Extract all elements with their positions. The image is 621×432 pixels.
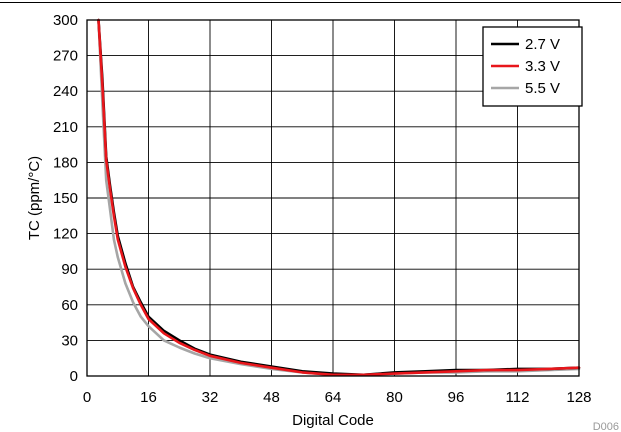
y-tick-label: 240 [53, 83, 78, 100]
y-tick-label: 0 [70, 368, 78, 385]
y-tick-label: 30 [61, 332, 78, 349]
y-tick-label: 120 [53, 226, 78, 243]
figure-code: D006 [593, 421, 619, 432]
x-tick-label: 128 [566, 389, 591, 406]
y-tick-label: 90 [61, 261, 78, 278]
y-tick-label: 150 [53, 190, 78, 207]
plot-area-frame [86, 19, 580, 377]
series-line-3-3-v [97, 18, 581, 377]
x-tick-label: 48 [263, 389, 280, 406]
y-tick-label: 180 [53, 154, 78, 171]
y-tick-label: 300 [53, 12, 78, 29]
legend-label: 5.5 V [525, 80, 560, 97]
x-tick-label: 64 [325, 389, 342, 406]
x-tick-label: 16 [140, 389, 157, 406]
x-tick-label: 80 [386, 389, 403, 406]
tick-labels: 0 16 32 48 64 80 96 112 128 0 30 60 90 120 150 180 210 24… [53, 12, 592, 406]
legend-label: 3.3 V [525, 58, 560, 75]
x-tick-label: 96 [448, 389, 465, 406]
y-tick-label: 270 [53, 48, 78, 65]
x-tick-label: 32 [202, 389, 219, 406]
x-axis-title: Digital Code [292, 412, 374, 429]
x-tick-label: 112 [506, 389, 530, 406]
legend-label: 2.7 V [525, 36, 560, 53]
x-tick-label: 0 [83, 389, 91, 406]
y-axis-title: TC (ppm/°C) [26, 156, 43, 240]
y-tick-label: 60 [61, 297, 78, 314]
legend: 2.7 V 3.3 V 5.5 V [482, 26, 583, 107]
series-layer [97, 18, 581, 377]
y-tick-label: 210 [53, 119, 78, 136]
